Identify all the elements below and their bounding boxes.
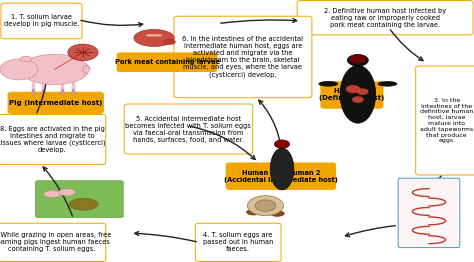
Text: 4. T. solium eggs are
passed out in human
faeces.: 4. T. solium eggs are passed out in huma… — [203, 232, 273, 252]
Ellipse shape — [246, 209, 261, 215]
FancyBboxPatch shape — [195, 223, 281, 261]
Circle shape — [247, 196, 283, 216]
Circle shape — [347, 54, 368, 66]
Text: 7. While grazing in open areas, free
roaming pigs ingest human faeces
containing: 7. While grazing in open areas, free roa… — [0, 232, 112, 252]
Ellipse shape — [59, 189, 75, 195]
Text: 3. In the
intestines of the
definitive human
host, larvae
mature into
adult tape: 3. In the intestines of the definitive h… — [420, 98, 474, 143]
FancyBboxPatch shape — [0, 114, 106, 165]
Ellipse shape — [151, 34, 157, 37]
FancyBboxPatch shape — [297, 1, 473, 35]
Text: 5. Accidental intermediate host
becomes infected with T. solium eggs
via faecal-: 5. Accidental intermediate host becomes … — [126, 116, 251, 143]
Ellipse shape — [44, 191, 61, 197]
Ellipse shape — [155, 34, 162, 37]
Text: 1. T. solium larvae
develop in pig muscle.: 1. T. solium larvae develop in pig muscl… — [4, 14, 79, 28]
Ellipse shape — [164, 39, 175, 45]
Ellipse shape — [270, 211, 284, 216]
Ellipse shape — [146, 34, 153, 37]
Ellipse shape — [69, 198, 98, 210]
Circle shape — [0, 59, 38, 80]
Text: 2. Definitive human host infected by
eating raw or improperly cooked
pork meat c: 2. Definitive human host infected by eat… — [324, 8, 446, 28]
Circle shape — [274, 140, 290, 148]
Circle shape — [349, 54, 366, 64]
Circle shape — [68, 44, 98, 61]
Ellipse shape — [378, 81, 397, 86]
Ellipse shape — [319, 81, 337, 86]
FancyBboxPatch shape — [174, 16, 312, 98]
Ellipse shape — [270, 148, 294, 190]
FancyBboxPatch shape — [416, 66, 474, 175]
Circle shape — [352, 96, 364, 103]
FancyBboxPatch shape — [226, 163, 336, 189]
FancyBboxPatch shape — [1, 3, 82, 39]
Circle shape — [357, 89, 368, 95]
Text: Pig (intermediate host): Pig (intermediate host) — [9, 100, 102, 106]
Text: 8. Eggs are activated in the pig
intestines and migrate to
tissues where larvae : 8. Eggs are activated in the pig intesti… — [0, 126, 106, 153]
Text: Pork meat containing larvae: Pork meat containing larvae — [115, 59, 219, 65]
FancyBboxPatch shape — [117, 53, 217, 72]
FancyBboxPatch shape — [321, 82, 383, 108]
Circle shape — [274, 140, 290, 148]
FancyBboxPatch shape — [0, 223, 106, 261]
Circle shape — [255, 200, 276, 211]
Ellipse shape — [20, 54, 89, 84]
Text: Human 1
(Definitive host): Human 1 (Definitive host) — [319, 89, 384, 101]
FancyBboxPatch shape — [36, 181, 123, 217]
Circle shape — [346, 85, 360, 93]
Text: Human 1 or Human 2
(Accidental intermediate host): Human 1 or Human 2 (Accidental intermedi… — [224, 170, 338, 183]
Ellipse shape — [134, 30, 174, 47]
FancyBboxPatch shape — [124, 104, 253, 154]
FancyBboxPatch shape — [398, 178, 460, 248]
Ellipse shape — [340, 66, 375, 123]
Text: 6. In the intestines of the accidental
intermediate human host, eggs are
activat: 6. In the intestines of the accidental i… — [182, 36, 303, 78]
Ellipse shape — [20, 56, 32, 62]
FancyBboxPatch shape — [8, 92, 103, 113]
Ellipse shape — [256, 205, 270, 211]
